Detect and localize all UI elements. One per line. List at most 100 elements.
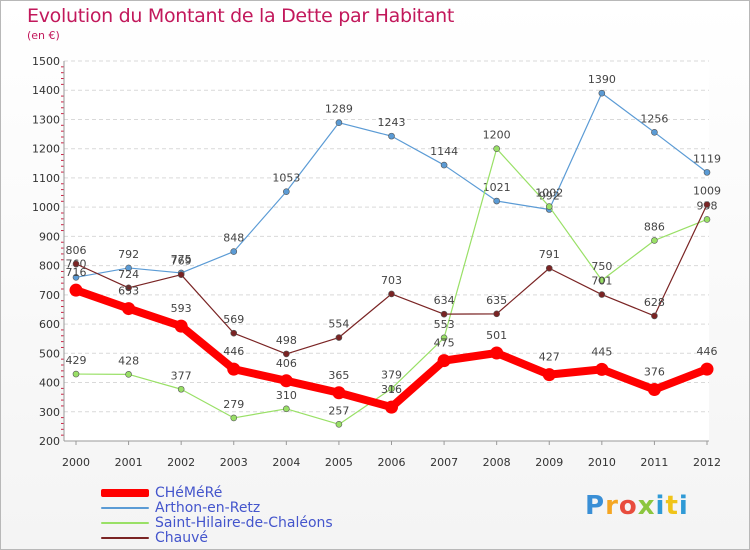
data-point [493,310,500,318]
data-point [440,161,448,169]
data-point [545,264,553,272]
data-label: 628 [644,296,665,309]
data-point [440,310,448,318]
y-tick-label: 1000 [32,201,60,214]
y-tick-label: 400 [39,377,60,390]
x-tick-label: 2005 [325,456,353,469]
data-label: 769 [171,255,192,268]
data-point [598,291,606,298]
data-point [279,374,293,388]
data-point [125,371,132,378]
data-label: 1289 [325,103,353,116]
data-point [647,383,661,397]
legend-label: Chauvé [155,529,208,546]
data-point [230,248,238,255]
data-label: 377 [171,369,192,382]
y-tick-label: 1400 [32,84,60,97]
data-label: 279 [223,398,244,411]
legend-item: Chauvé [101,529,333,546]
data-label: 475 [434,337,455,350]
data-point [283,188,290,195]
data-label: 635 [486,294,507,307]
data-label: 1200 [483,129,511,142]
data-label: 553 [434,318,455,331]
data-label: 848 [223,232,244,245]
chart-subtitle: (en €) [27,29,60,42]
data-label: 775 [171,253,192,266]
data-point [651,129,658,136]
data-label: 701 [591,275,612,288]
x-tick-label: 2003 [220,456,248,469]
legend-label: Saint-Hilaire-de-Chaléons [155,514,333,531]
data-point [598,89,606,97]
plot-area [64,61,709,441]
data-label: 716 [66,266,87,279]
data-point [651,237,658,244]
data-label: 365 [328,369,349,382]
data-point [651,312,658,320]
data-point [703,201,711,208]
data-label: 750 [591,260,612,273]
data-point [388,132,395,140]
data-point [72,370,80,378]
y-tick-label: 800 [39,260,60,273]
data-point [335,334,343,341]
y-tick-label: 300 [39,406,60,419]
y-tick-label: 1300 [32,113,60,126]
data-point [335,421,343,428]
y-tick-label: 1100 [32,172,60,185]
data-label: 498 [276,334,297,347]
legend-swatch [101,488,149,497]
legend-item: Saint-Hilaire-de-Chaléons [101,514,333,531]
data-label: 376 [644,366,665,379]
chart-title: Evolution du Montant de la Dette par Hab… [27,5,455,27]
data-label: 653 [118,285,139,298]
data-point [490,346,504,360]
legend-label: CHéMéRé [155,484,223,501]
data-point [122,302,136,316]
data-label: 1390 [588,73,616,86]
data-point [177,271,185,278]
data-point [703,216,711,223]
y-tick-label: 1200 [32,143,60,156]
data-point [542,368,556,382]
data-point [332,386,346,400]
data-point [598,276,606,284]
data-point [69,283,83,297]
data-label: 1009 [693,185,721,198]
y-tick-label: 500 [39,347,60,360]
y-tick-label: 900 [39,230,60,243]
data-point [437,354,451,368]
data-label: 806 [66,244,87,257]
y-tick-label: 700 [39,289,60,302]
data-label: 427 [539,351,560,364]
data-point [493,197,500,205]
data-label: 316 [381,383,402,396]
data-point [283,350,290,358]
data-label: 310 [276,389,297,402]
data-label: 379 [381,369,402,382]
data-point [174,319,188,333]
data-label: 1119 [693,152,721,165]
y-tick-label: 1500 [32,55,60,68]
data-point [177,385,185,393]
data-label: 446 [697,345,718,358]
data-point [72,274,80,281]
data-point [227,362,241,376]
x-tick-label: 2006 [378,456,406,469]
data-label: 886 [644,220,665,233]
x-tick-label: 2012 [693,456,721,469]
data-point [230,414,238,422]
data-point [440,334,448,342]
data-point [125,284,132,292]
data-label: 992 [539,189,560,202]
data-label: 1243 [378,116,406,129]
chart-legend: CHéMéRé Arthon-en-Retz Saint-Hilaire-de-Ch… [101,484,333,546]
legend-swatch [101,536,149,539]
data-label: 257 [328,404,349,417]
data-point [335,119,343,126]
data-point [545,203,553,210]
data-label: 593 [171,302,192,315]
